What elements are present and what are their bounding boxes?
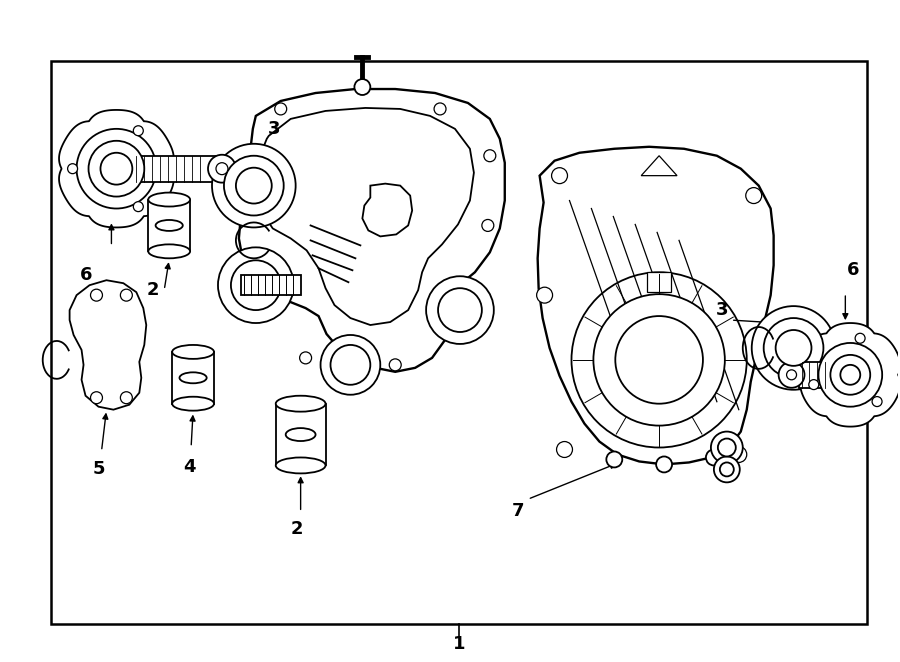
Polygon shape <box>363 183 412 236</box>
Circle shape <box>484 150 496 162</box>
Text: 2: 2 <box>291 520 303 538</box>
Circle shape <box>208 155 236 183</box>
Ellipse shape <box>156 220 183 231</box>
Polygon shape <box>537 147 774 465</box>
Circle shape <box>818 343 882 406</box>
Circle shape <box>776 330 812 366</box>
Circle shape <box>76 129 157 209</box>
Text: 3: 3 <box>267 120 280 138</box>
Text: 3: 3 <box>716 301 728 319</box>
Text: 4: 4 <box>183 458 195 477</box>
Circle shape <box>572 272 747 448</box>
Circle shape <box>133 126 143 136</box>
Polygon shape <box>800 323 900 426</box>
Text: 6: 6 <box>80 266 93 284</box>
Circle shape <box>616 316 703 404</box>
Circle shape <box>121 392 132 404</box>
Bar <box>647 272 671 292</box>
Circle shape <box>101 153 132 185</box>
Ellipse shape <box>275 457 326 473</box>
Text: 5: 5 <box>92 460 104 479</box>
Circle shape <box>212 144 296 228</box>
Circle shape <box>536 287 553 303</box>
Circle shape <box>809 379 819 390</box>
Bar <box>172 352 214 404</box>
Circle shape <box>872 397 882 406</box>
Circle shape <box>434 103 446 115</box>
Circle shape <box>355 79 370 95</box>
Ellipse shape <box>285 428 316 441</box>
Circle shape <box>607 451 622 467</box>
Circle shape <box>236 167 272 203</box>
Circle shape <box>752 306 835 390</box>
Circle shape <box>218 248 293 323</box>
Circle shape <box>855 333 865 343</box>
Circle shape <box>133 202 143 212</box>
Ellipse shape <box>179 372 207 383</box>
Circle shape <box>320 335 381 395</box>
Circle shape <box>224 156 284 216</box>
Circle shape <box>711 432 742 463</box>
Circle shape <box>706 449 722 465</box>
Ellipse shape <box>172 397 214 410</box>
Circle shape <box>720 463 733 477</box>
Text: 1: 1 <box>453 635 465 653</box>
Ellipse shape <box>148 244 190 258</box>
Bar <box>241 275 301 295</box>
Text: 6: 6 <box>847 261 860 279</box>
Circle shape <box>731 446 747 463</box>
Ellipse shape <box>172 345 214 359</box>
Circle shape <box>593 294 724 426</box>
Ellipse shape <box>275 396 326 412</box>
Text: 2: 2 <box>147 281 159 299</box>
Circle shape <box>68 164 77 173</box>
Circle shape <box>766 342 781 358</box>
Circle shape <box>656 457 672 473</box>
Circle shape <box>787 370 796 380</box>
Circle shape <box>91 289 103 301</box>
Bar <box>51 61 867 624</box>
Circle shape <box>482 220 494 232</box>
Circle shape <box>718 438 736 457</box>
Circle shape <box>841 365 860 385</box>
Ellipse shape <box>148 193 190 207</box>
Circle shape <box>88 141 144 197</box>
Circle shape <box>778 362 805 388</box>
Bar <box>798 362 832 388</box>
Polygon shape <box>69 280 147 410</box>
Circle shape <box>300 352 311 364</box>
Bar <box>132 156 216 181</box>
Circle shape <box>216 163 228 175</box>
Circle shape <box>552 167 568 183</box>
Circle shape <box>121 289 132 301</box>
Circle shape <box>831 355 870 395</box>
Bar <box>275 404 326 465</box>
Circle shape <box>274 103 287 115</box>
Polygon shape <box>641 156 677 175</box>
Polygon shape <box>59 110 174 228</box>
Polygon shape <box>259 108 474 325</box>
Circle shape <box>91 392 103 404</box>
Circle shape <box>714 457 740 483</box>
Circle shape <box>426 276 494 344</box>
Circle shape <box>330 345 370 385</box>
Circle shape <box>438 288 482 332</box>
Circle shape <box>746 187 761 203</box>
Bar <box>148 199 190 252</box>
Circle shape <box>231 260 281 310</box>
Polygon shape <box>238 89 505 372</box>
Circle shape <box>556 442 572 457</box>
Text: 7: 7 <box>511 502 524 520</box>
Circle shape <box>390 359 401 371</box>
Circle shape <box>764 318 824 378</box>
